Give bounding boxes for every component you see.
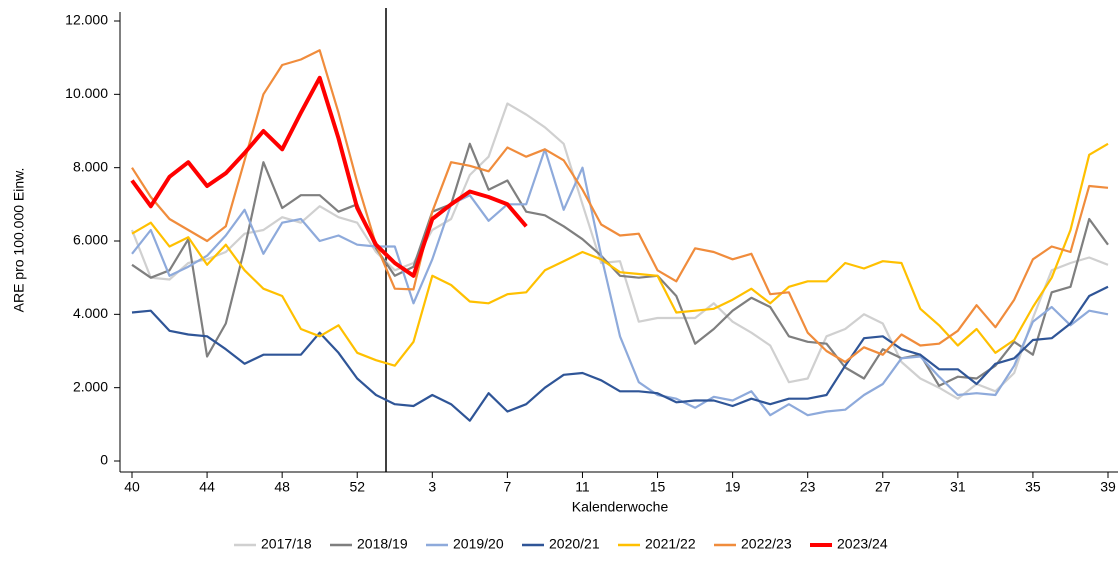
series-line [131,49,1109,364]
x-axis-title: Kalenderwoche [572,499,669,515]
legend-label: 2022/23 [741,536,792,552]
x-tick-label: 39 [1100,479,1116,495]
x-tick-label: 40 [124,479,140,495]
x-tick-label: 3 [428,479,436,495]
y-tick-label: 2.000 [73,378,108,394]
legend-label: 2019/20 [453,536,504,552]
y-tick-label: 0 [100,452,108,468]
y-axis-title: ARE pro 100.000 Einw. [11,168,27,313]
x-tick-label: 11 [575,479,590,495]
x-tick-label: 44 [199,479,215,495]
y-tick-label: 8.000 [73,158,108,174]
y-tick-label: 6.000 [73,232,108,248]
x-tick-label: 27 [875,479,891,495]
x-tick-label: 7 [503,479,511,495]
x-tick-label: 52 [349,479,365,495]
series-line [130,75,528,278]
legend-label: 2020/21 [549,536,600,552]
series-line [131,142,1109,367]
series-line [131,148,1109,417]
legend-label: 2018/19 [357,536,408,552]
legend-label: 2021/22 [645,536,696,552]
legend-label: 2023/24 [837,536,888,552]
x-tick-label: 19 [725,479,741,495]
series-line [131,285,1109,422]
x-tick-label: 48 [274,479,290,495]
x-tick-label: 31 [950,479,966,495]
x-tick-label: 23 [800,479,816,495]
x-tick-label: 15 [650,479,666,495]
y-tick-label: 12.000 [65,12,108,28]
y-tick-label: 10.000 [65,85,108,101]
y-tick-label: 4.000 [73,305,108,321]
x-tick-label: 35 [1025,479,1041,495]
legend-label: 2017/18 [261,536,312,552]
